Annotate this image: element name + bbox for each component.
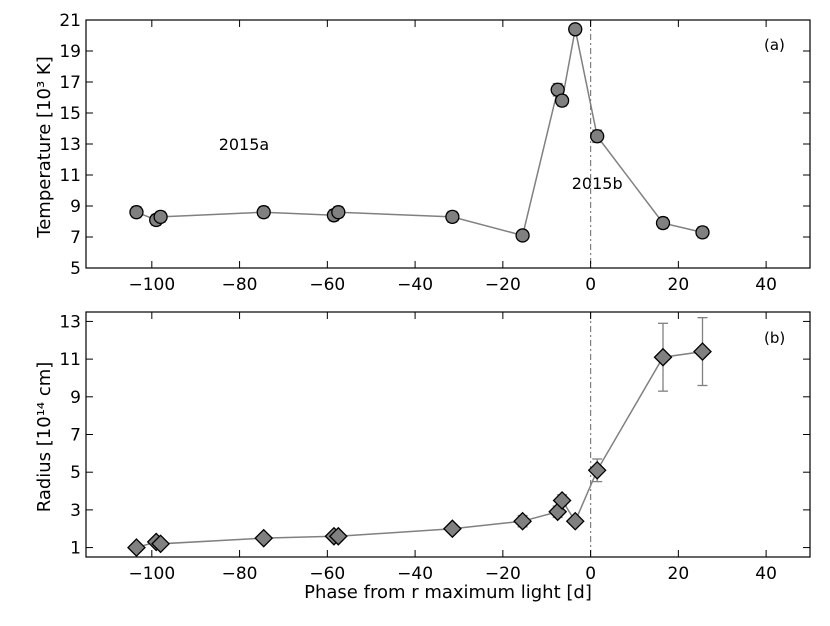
a-series-line xyxy=(136,29,703,237)
a-x-tick-label: −60 xyxy=(309,275,345,295)
b-x-tick-label: −80 xyxy=(222,564,258,584)
a-x-tick-label: −40 xyxy=(397,275,433,295)
b-data-point xyxy=(151,534,171,554)
b-plot-frame xyxy=(85,311,811,558)
a-data-point xyxy=(331,205,346,220)
b-y-tick-label: 1 xyxy=(70,539,81,559)
a-x-tick-label: −80 xyxy=(222,275,258,295)
a-y-tick-label: 9 xyxy=(70,197,81,217)
panel-a-temperature: Temperature [10³ K] (a) 2015a 2015b −100… xyxy=(34,11,811,295)
b-x-tick-label: −100 xyxy=(128,564,175,584)
b-x-tick-label: 40 xyxy=(755,564,777,584)
b-x-tick-label: −20 xyxy=(485,564,521,584)
b-x-tick-label: −60 xyxy=(309,564,345,584)
a-y-tick-label: 7 xyxy=(70,228,81,248)
b-y-axis-label: Radius [10¹⁴ cm] xyxy=(34,362,55,513)
b-panel-tag: (b) xyxy=(764,329,785,347)
a-panel-tag: (a) xyxy=(764,36,785,54)
a-data-point xyxy=(655,215,671,231)
x-axis-label: Phase from r maximum light [d] xyxy=(304,582,592,603)
b-data-point xyxy=(552,491,572,510)
a-data-point xyxy=(568,22,583,37)
a-data-point xyxy=(515,228,530,243)
a-annotation-2015b: 2015b xyxy=(572,174,623,193)
a-x-tick-label: −20 xyxy=(485,275,521,295)
b-y-tick-label: 13 xyxy=(59,312,81,332)
b-x-tick-label: 20 xyxy=(668,564,690,584)
a-y-tick-label: 11 xyxy=(59,166,81,186)
a-data-point xyxy=(256,205,271,220)
b-data-point xyxy=(653,347,673,367)
b-data-point xyxy=(254,528,274,548)
b-y-tick-label: 3 xyxy=(70,501,81,521)
a-y-tick-label: 5 xyxy=(70,259,81,279)
a-data-point xyxy=(590,129,605,144)
b-y-tick-label: 9 xyxy=(70,388,81,408)
a-data-point xyxy=(695,225,710,240)
panel-b-radius: Radius [10¹⁴ cm] (b) Phase from r maximu… xyxy=(34,311,811,603)
a-y-axis-label: Temperature [10³ K] xyxy=(34,56,55,238)
a-data-point xyxy=(554,93,570,108)
b-data-point xyxy=(442,519,462,539)
a-y-tick-label: 15 xyxy=(59,104,81,124)
a-x-tick-label: −100 xyxy=(128,275,175,295)
a-x-tick-label: 40 xyxy=(755,275,777,295)
b-y-tick-label: 11 xyxy=(59,350,81,370)
a-data-point xyxy=(445,209,460,225)
b-data-point xyxy=(513,511,533,531)
a-data-point xyxy=(153,209,168,225)
a-y-tick-label: 19 xyxy=(59,42,81,62)
a-plot-frame xyxy=(85,19,811,269)
a-data-point xyxy=(129,205,144,220)
b-data-point xyxy=(693,342,712,361)
b-data-point xyxy=(328,526,348,546)
a-y-tick-label: 21 xyxy=(59,11,81,31)
b-x-tick-label: −40 xyxy=(397,564,433,584)
b-y-tick-label: 7 xyxy=(70,426,81,446)
a-y-tick-label: 13 xyxy=(59,135,81,155)
a-annotation-2015a: 2015a xyxy=(219,135,270,154)
b-x-tick-label: 0 xyxy=(585,564,596,584)
a-x-tick-label: 20 xyxy=(668,275,690,295)
b-series-line xyxy=(136,350,703,549)
b-data-point xyxy=(565,511,585,531)
a-y-tick-label: 17 xyxy=(59,73,81,93)
a-x-tick-label: 0 xyxy=(585,275,596,295)
b-data-point xyxy=(127,538,146,557)
b-y-tick-label: 5 xyxy=(70,463,81,483)
b-data-point xyxy=(587,460,607,480)
